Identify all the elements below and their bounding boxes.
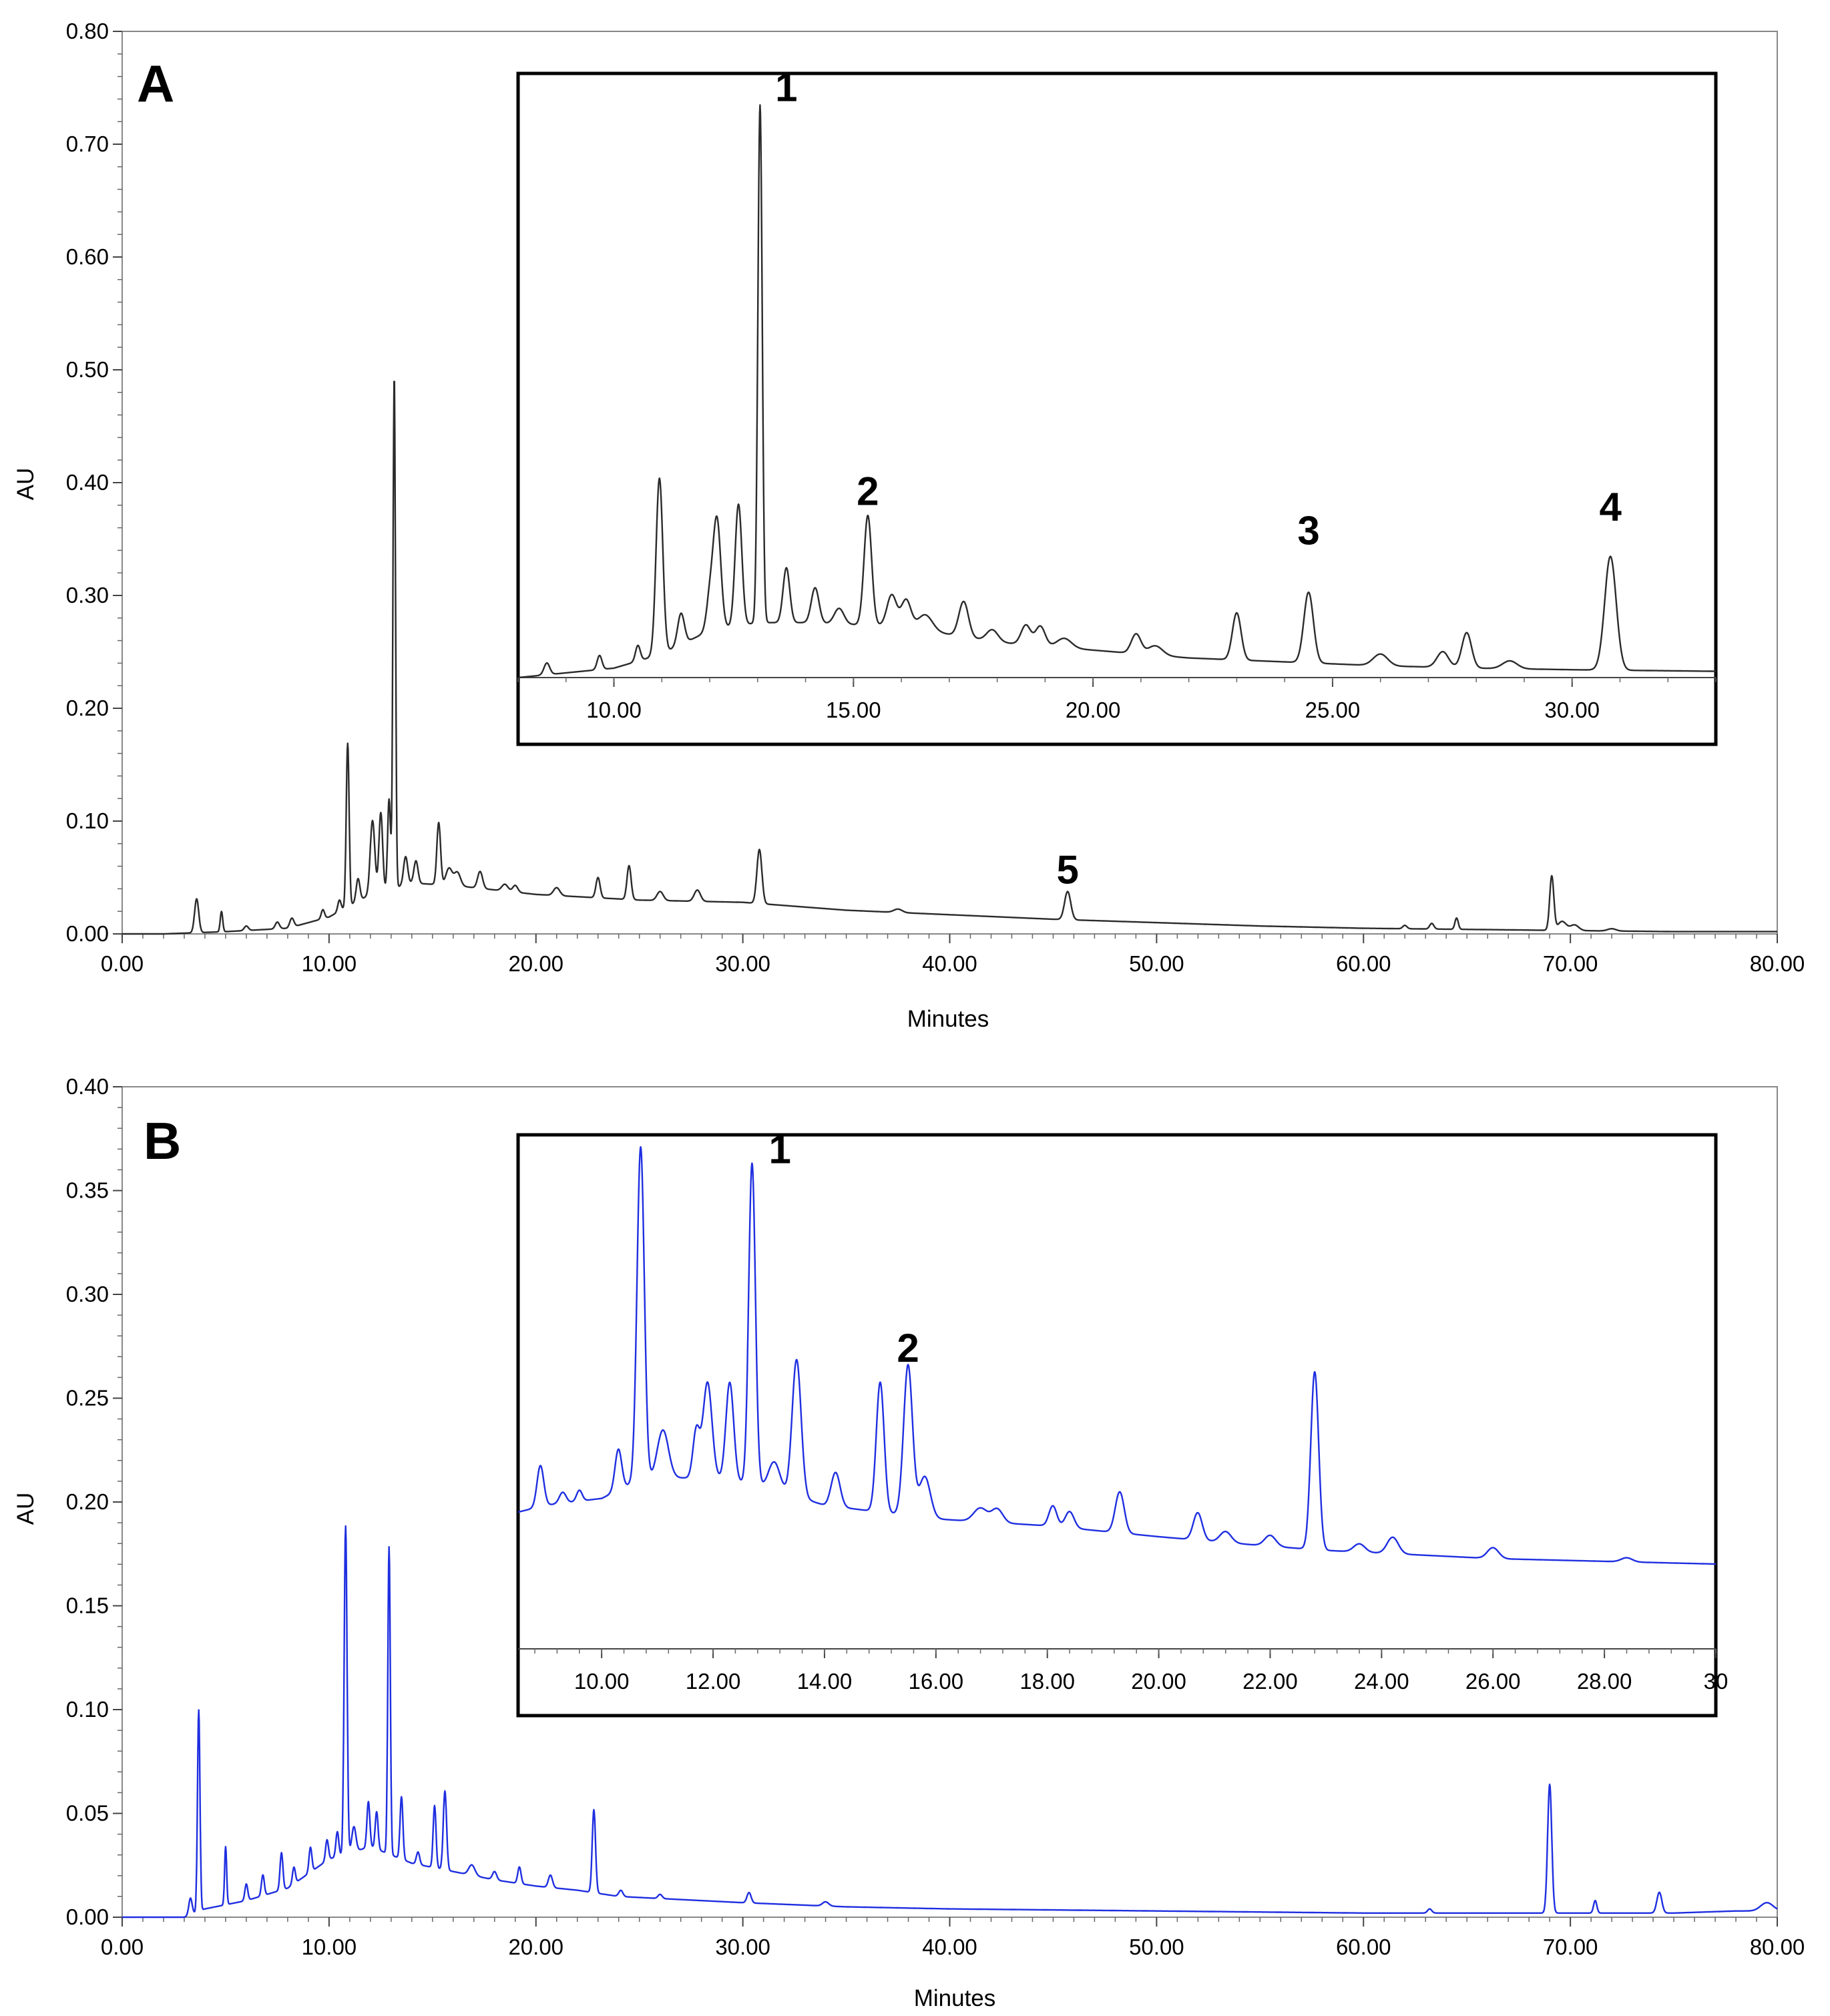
x-tick-label: 80.00 [1750,951,1805,976]
inset-peak-label: 1 [768,1127,790,1172]
x-tick-label: 20.00 [508,951,563,976]
x-tick-label: 50.00 [1129,1935,1184,1959]
y-tick-label: 0.00 [66,1905,109,1929]
inset-peak-label: 2 [897,1326,919,1370]
y-tick-label: 0.35 [66,1178,109,1203]
panel-b: 0.00 0.05 0.10 0.15 0.20 0.25 0.30 0.35 0.40 0.00… [13,1074,1805,2011]
y-tick-label: 0.80 [66,19,109,43]
inset-x-tick-label: 10.00 [574,1669,630,1694]
inset-peak-label: 3 [1297,508,1319,553]
inset-chromatogram-trace [517,1146,1717,1565]
x-tick-label: 50.00 [1129,951,1184,976]
inset-x-tick-label: 25.00 [1305,698,1361,722]
inset-x-tick-label: 16.00 [909,1669,964,1694]
inset-x-tick-label: 24.00 [1354,1669,1409,1694]
x-tick-label: 20.00 [508,1935,563,1959]
panel-b-axes: 0.00 0.05 0.10 0.15 0.20 0.25 0.30 0.35 0.40 0.00… [66,1074,1805,1959]
panel-b-x-axis-title: Minutes [914,1985,996,2011]
y-tick-label: 0.30 [66,1282,109,1306]
inset-x-tick-label: 15.00 [826,698,881,722]
inset-x-tick-label: 28.00 [1577,1669,1632,1694]
panel-b-letter: B [144,1111,181,1170]
chromatogram-trace [122,381,1778,935]
y-tick-label: 0.60 [66,244,109,269]
peak-label: 5 [1056,847,1078,892]
panel-a-peak-annotations: 5 [1056,847,1078,892]
x-tick-label: 10.00 [302,951,357,976]
y-tick-label: 0.10 [66,1697,109,1722]
panel-a-inset: 10.00 15.00 20.00 25.00 30.00 1 2 3 4 [516,65,1718,746]
panel-a-chromatogram-line [122,381,1778,935]
panel-b-y-axis-title: AU [13,1493,39,1525]
inset-x-tick-label: 30 [1704,1669,1729,1694]
inset-x-tick-label: 22.00 [1242,1669,1298,1694]
inset-frame [516,71,1718,746]
x-tick-label: 80.00 [1750,1935,1805,1959]
panel-b-chromatogram-line [122,1525,1778,1919]
inset-chromatogram-trace [517,104,1717,679]
inset-peak-label: 4 [1599,485,1622,529]
y-tick-label: 0.10 [66,808,109,833]
x-tick-label: 30.00 [715,1935,770,1959]
inset-x-tick-label: 30.00 [1544,698,1600,722]
y-tick-label: 0.40 [66,1074,109,1099]
panel-a-axes: 0.00 0.10 0.20 0.30 0.40 0.50 0.60 0.70 0.80 0.00… [66,19,1805,976]
inset-x-tick-label: 14.00 [797,1669,853,1694]
x-tick-label: 40.00 [922,1935,977,1959]
panel-b-inset: 10.00 12.00 14.00 16.00 18.00 20.00 22.00 24.00… [516,1127,1729,1718]
y-tick-label: 0.05 [66,1801,109,1826]
panel-a-y-axis-title: AU [13,468,39,501]
x-tick-label: 60.00 [1336,1935,1391,1959]
inset-x-tick-label: 26.00 [1465,1669,1521,1694]
inset-x-tick-label: 18.00 [1019,1669,1075,1694]
y-tick-label: 0.20 [66,1489,109,1514]
panel-a: 0.00 0.10 0.20 0.30 0.40 0.50 0.60 0.70 0.80 0.00… [13,19,1805,1032]
panel-a-letter: A [137,54,174,113]
inset-x-tick-label: 12.00 [686,1669,741,1694]
y-tick-label: 0.30 [66,583,109,607]
inset-x-tick-label: 20.00 [1066,698,1121,722]
y-tick-label: 0.25 [66,1386,109,1411]
panel-a-x-axis-title: Minutes [907,1006,989,1032]
x-tick-label: 40.00 [922,951,977,976]
inset-peak-label: 2 [857,469,879,514]
x-tick-label: 30.00 [715,951,770,976]
chromatogram-trace [122,1525,1778,1919]
inset-x-tick-label: 20.00 [1131,1669,1186,1694]
x-tick-label: 0.00 [101,1935,144,1959]
inset-frame [516,1133,1718,1718]
y-tick-label: 0.70 [66,132,109,156]
inset-x-tick-label: 10.00 [586,698,642,722]
y-tick-label: 0.50 [66,357,109,382]
y-tick-label: 0.40 [66,470,109,495]
x-tick-label: 60.00 [1336,951,1391,976]
y-tick-label: 0.15 [66,1593,109,1618]
x-tick-label: 10.00 [302,1935,357,1959]
x-tick-label: 0.00 [101,951,144,976]
x-tick-label: 70.00 [1543,1935,1598,1959]
y-tick-label: 0.20 [66,696,109,720]
inset-peak-label: 1 [775,65,797,109]
y-tick-label: 0.00 [66,921,109,946]
x-tick-label: 70.00 [1543,951,1598,976]
